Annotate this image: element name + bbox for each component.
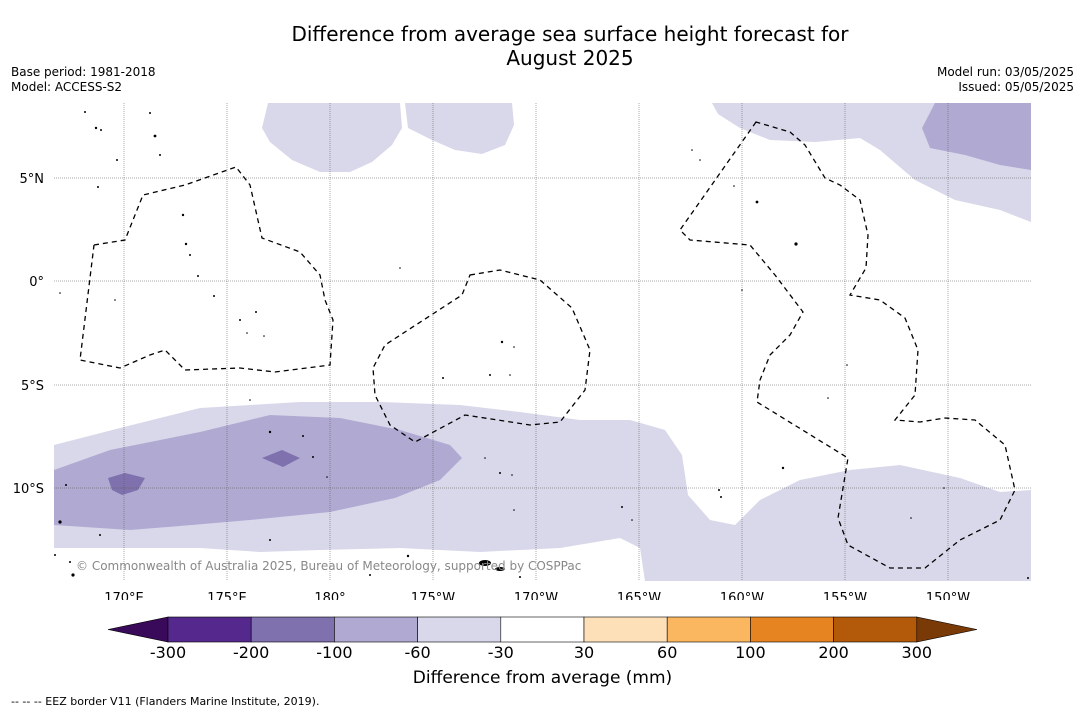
colorbar-bin-8 (833, 616, 918, 643)
model-name: Model: ACCESS-S2 (11, 80, 123, 94)
colorbar-tick-label: 30 (574, 643, 594, 662)
anomaly-region-core-b (262, 450, 300, 467)
eez-border-legend: -- -- -- EEZ border V11 (Flanders Marine… (11, 695, 320, 708)
colorbar-tick-label: 200 (818, 643, 849, 662)
title-line-2: August 2025 (506, 46, 634, 70)
anomaly-region-core-a (108, 473, 145, 495)
issued-date: Issued: 05/05/2025 (958, 80, 1074, 94)
lat-label-5s: 5°S (21, 379, 44, 394)
lon-label-175w: 175°W (411, 591, 455, 600)
gridlines (54, 103, 1031, 581)
islands (54, 111, 1029, 579)
colorbar-tick-label: -200 (233, 643, 269, 662)
lat-label-5n: 5°N (20, 172, 45, 187)
title-line-1: Difference from average sea surface heig… (291, 22, 849, 46)
model-run: Model run: 03/05/2025 (936, 65, 1074, 79)
lon-label-170w: 170°W (514, 591, 558, 600)
eez-border-east (679, 121, 1016, 569)
colorbar-bin-3 (417, 616, 502, 643)
eez-border-central (372, 269, 591, 443)
colorbar-tick-label: -300 (150, 643, 186, 662)
colorbar-tick-labels: -300 -200 -100 -60 -30 30 60 100 200 300 (150, 643, 932, 662)
anomaly-region-north-small (405, 103, 514, 154)
lon-label-160w: 160°W (720, 591, 764, 600)
colorbar-bin-5 (583, 616, 668, 643)
colorbar-bin-6 (666, 616, 751, 643)
map-title: Difference from average sea surface heig… (0, 22, 1085, 70)
lon-label-155w: 155°W (823, 591, 867, 600)
lon-label-170e: 170°E (104, 591, 144, 600)
colorbar-tick-label: -60 (405, 643, 431, 662)
anomaly-region-northeast-mid (922, 103, 1031, 170)
colorbar-title: Difference from average (mm) (412, 668, 673, 688)
meta-right: Model run: 03/05/2025 Issued: 05/05/2025 (937, 65, 1074, 95)
colorbar-tick-label: 60 (657, 643, 677, 662)
colorbar-under-arrow (107, 616, 169, 643)
anomaly-region-north-central (262, 103, 402, 172)
map: 5°N 0° 5°S 10°S 170°E 175°E 180° 175°W 1… (13, 103, 1031, 600)
colorbar-bin-0 (167, 616, 252, 643)
colorbar-bin-4 (500, 616, 585, 643)
anomaly-region-south-mid (54, 415, 462, 530)
lat-label-10s: 10°S (13, 482, 44, 497)
copyright-notice: © Commonwealth of Australia 2025, Bureau… (76, 559, 581, 573)
lon-label-175e: 175°E (207, 591, 247, 600)
lon-label-180: 180° (314, 591, 345, 600)
eez-borders (79, 121, 1016, 569)
eez-border-west (79, 166, 334, 373)
colorbar-tick-label: -30 (488, 643, 514, 662)
lon-label-150w: 150°W (926, 591, 970, 600)
colorbar-bin-1 (250, 616, 335, 643)
lon-label-165w: 165°W (617, 591, 661, 600)
meta-left: Base period: 1981-2018 Model: ACCESS-S2 (11, 65, 156, 95)
colorbar-tick-label: -100 (316, 643, 352, 662)
lat-label-0: 0° (29, 275, 44, 290)
colorbar-bin-7 (750, 616, 834, 643)
colorbar-over-arrow (916, 616, 978, 643)
colorbar-bins (107, 616, 978, 643)
colorbar-bin-2 (334, 616, 418, 643)
colorbar-tick-label: 300 (902, 643, 933, 662)
base-period: Base period: 1981-2018 (11, 65, 156, 79)
anomaly-fields (54, 103, 1031, 581)
colorbar-tick-label: 100 (735, 643, 766, 662)
